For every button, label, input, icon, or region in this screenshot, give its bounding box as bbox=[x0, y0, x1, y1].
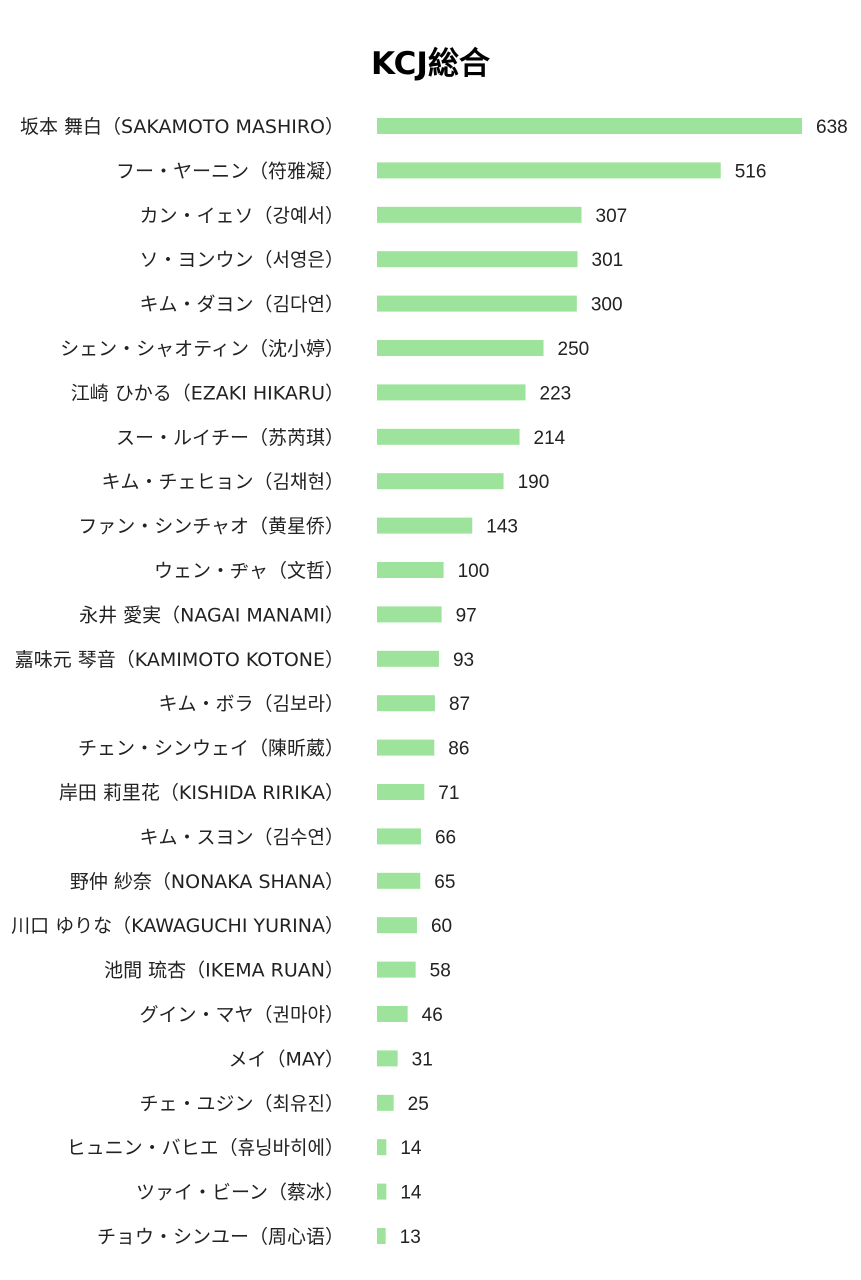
category-label: グイン・マヤ（권마야） bbox=[140, 1004, 344, 1026]
value-label: 100 bbox=[458, 561, 490, 582]
bar bbox=[377, 961, 416, 978]
category-label: フー・ヤーニン（符雅凝） bbox=[116, 160, 344, 182]
value-labels: 638 516 307 301 300 250 223 214 190 143 100 97 93 87 8… bbox=[400, 117, 848, 1248]
category-label: チョウ・シンユー（周心语） bbox=[97, 1226, 344, 1248]
value-label: 223 bbox=[540, 383, 572, 404]
value-label: 638 bbox=[816, 117, 848, 138]
category-label: 野仲 紗奈（NONAKA SHANA） bbox=[70, 871, 344, 893]
bar bbox=[377, 1006, 408, 1022]
bar bbox=[377, 517, 473, 534]
bar bbox=[377, 695, 435, 712]
category-label: シェン・シャオティン（沈小婷） bbox=[60, 338, 344, 360]
value-label: 300 bbox=[591, 295, 623, 316]
bar bbox=[377, 917, 417, 934]
bar bbox=[377, 473, 504, 490]
value-label: 143 bbox=[486, 517, 518, 538]
bar bbox=[377, 562, 444, 578]
value-label: 250 bbox=[558, 339, 590, 360]
category-label: チェ・ユジン（최유진） bbox=[140, 1093, 344, 1115]
category-label: 岸田 莉里花（KISHIDA RIRIKA） bbox=[59, 782, 344, 804]
category-label: カン・イェソ（강예서） bbox=[140, 205, 344, 227]
bar bbox=[377, 1183, 387, 1200]
category-label: ソ・ヨンウン（서영은） bbox=[140, 249, 344, 271]
category-label: キム・チェヒョン（김채현） bbox=[102, 471, 344, 493]
value-label: 214 bbox=[534, 428, 566, 449]
value-label: 86 bbox=[448, 739, 469, 760]
bar bbox=[377, 784, 425, 800]
value-label: 301 bbox=[592, 250, 624, 271]
category-label: ウェン・ヂャ（文哲） bbox=[154, 560, 344, 582]
bar bbox=[377, 162, 721, 179]
bar bbox=[377, 384, 526, 401]
bar bbox=[377, 340, 544, 356]
value-label: 46 bbox=[422, 1005, 443, 1026]
category-label: メイ（MAY） bbox=[228, 1048, 344, 1070]
bar bbox=[377, 606, 442, 623]
category-label: 江崎 ひかる（EZAKI HIKARU） bbox=[71, 382, 344, 404]
category-label: ヒュニン・バヒエ（휴닝바히에） bbox=[67, 1137, 344, 1159]
category-label: スー・ルイチー（苏芮琪） bbox=[116, 427, 344, 449]
bar bbox=[377, 1228, 386, 1244]
bar bbox=[377, 428, 520, 445]
category-label: キム・ダヨン（김다연） bbox=[140, 294, 344, 316]
category-labels: 坂本 舞白（SAKAMOTO MASHIRO） フー・ヤーニン（符雅凝） カン・イェ… bbox=[11, 116, 344, 1248]
category-label: 池間 琉杏（IKEMA RUAN） bbox=[104, 960, 344, 982]
value-label: 307 bbox=[596, 206, 628, 227]
value-label: 13 bbox=[400, 1227, 421, 1248]
bar bbox=[377, 739, 435, 756]
category-label: 川口 ゆりな（KAWAGUCHI YURINA） bbox=[11, 915, 344, 937]
value-label: 65 bbox=[434, 872, 455, 893]
value-label: 14 bbox=[400, 1183, 422, 1204]
bars-layer bbox=[377, 118, 802, 1244]
bar bbox=[377, 1050, 398, 1067]
category-label: 永井 愛実（NAGAI MANAMI） bbox=[79, 604, 344, 626]
value-label: 516 bbox=[735, 161, 767, 182]
category-label: ファン・シンチャオ（黄星侨） bbox=[78, 516, 344, 538]
category-label: 坂本 舞白（SAKAMOTO MASHIRO） bbox=[20, 116, 344, 138]
value-label: 93 bbox=[453, 650, 474, 671]
value-label: 71 bbox=[438, 783, 459, 804]
category-label: キム・ボラ（김보라） bbox=[159, 693, 344, 715]
chart-title: KCJ総合 bbox=[371, 46, 490, 82]
bar bbox=[377, 295, 577, 312]
value-label: 87 bbox=[449, 694, 470, 715]
value-label: 66 bbox=[435, 827, 456, 848]
bar bbox=[377, 828, 421, 845]
value-label: 14 bbox=[400, 1138, 422, 1159]
value-label: 58 bbox=[430, 961, 451, 982]
value-label: 60 bbox=[431, 916, 452, 937]
value-label: 97 bbox=[456, 605, 477, 626]
bar bbox=[377, 650, 439, 667]
category-label: 嘉味元 琴音（KAMIMOTO KOTONE） bbox=[15, 649, 344, 671]
category-label: ツァイ・ビーン（蔡冰） bbox=[136, 1182, 344, 1204]
value-label: 25 bbox=[408, 1094, 429, 1115]
value-label: 190 bbox=[518, 472, 550, 493]
category-label: キム・スヨン（김수연） bbox=[140, 826, 344, 848]
category-label: チェン・シンウェイ（陳昕葳） bbox=[78, 738, 344, 760]
bar bbox=[377, 1094, 394, 1111]
bar bbox=[377, 118, 802, 134]
bar bbox=[377, 1139, 387, 1156]
value-label: 31 bbox=[412, 1049, 433, 1070]
bar bbox=[377, 206, 582, 223]
bar bbox=[377, 872, 421, 889]
bar bbox=[377, 251, 578, 268]
